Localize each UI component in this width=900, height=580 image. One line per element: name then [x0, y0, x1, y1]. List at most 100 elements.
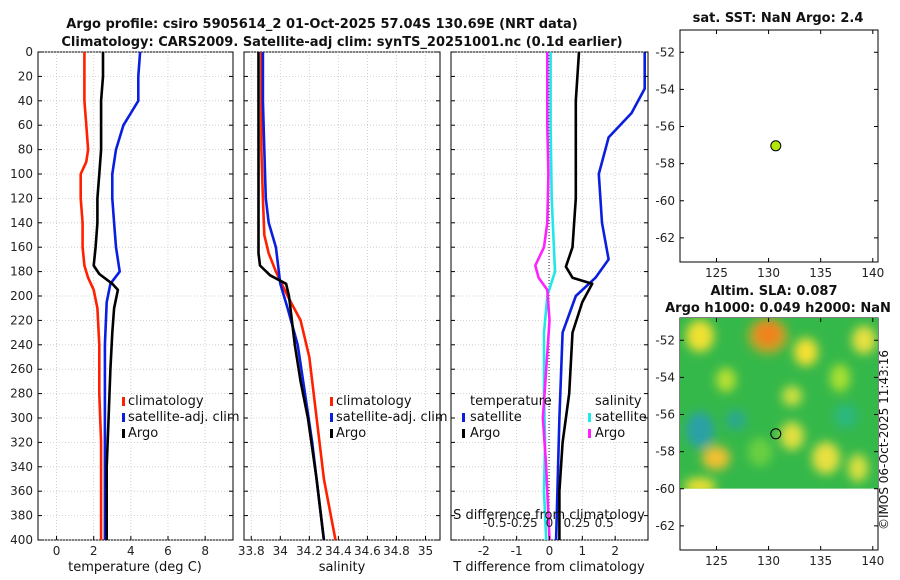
depth-tick-label: 320	[10, 435, 33, 449]
lat-tick-label: -56	[655, 408, 675, 422]
depth-tick-label: 180	[10, 265, 33, 279]
temperature-ticks: 0204060801001201401601802002202402602803…	[10, 45, 233, 558]
depth-tick-label: 120	[10, 191, 33, 205]
legend-label-satellite: satellite-adj. clim	[128, 410, 240, 425]
x-tick-label: 34	[273, 544, 288, 558]
sla-heatmap	[680, 318, 878, 489]
x-tick-label: 34.2	[296, 544, 323, 558]
x-tick-label: 0	[53, 544, 61, 558]
lon-tick-label: 135	[809, 554, 832, 568]
depth-tick-label: 340	[10, 460, 33, 474]
x-tick-label: 34.6	[354, 544, 381, 558]
legend-title-salinity: salinity	[595, 394, 642, 409]
legend-marker-climatology	[122, 397, 125, 406]
lon-tick-label: 125	[705, 554, 728, 568]
depth-tick-label: 100	[10, 167, 33, 181]
legend-marker-satellite	[122, 413, 125, 422]
sla-blob	[716, 368, 736, 392]
difference-top-xlabel: S difference from climatology	[453, 508, 645, 523]
depth-tick-label: 40	[18, 94, 33, 108]
legend-marker-climatology	[330, 397, 333, 406]
sla-map-ticks: -52 -54 -56 -58 -60 -62 125 130 135 140	[655, 318, 884, 568]
legend-label-t-argo: Argo	[470, 426, 500, 441]
difference-xlabel: T difference from climatology	[452, 560, 645, 575]
salinity-axes-box	[243, 51, 441, 541]
depth-tick-label: 380	[10, 509, 33, 523]
depth-tick-label: 60	[18, 118, 33, 132]
depth-tick-label: 80	[18, 143, 33, 157]
sla-argo-location-marker	[770, 428, 782, 440]
top-x-tick-label: -0.25	[507, 516, 538, 530]
sla-map-title-line1: Altim. SLA: 0.087	[711, 284, 838, 299]
lat-tick-label: -56	[655, 120, 675, 134]
lon-tick-label: 140	[861, 266, 884, 280]
depth-tick-label: 140	[10, 216, 33, 230]
series-line-climatology	[79, 52, 103, 540]
temperature-legend: climatology satellite-adj. clim Argo	[122, 394, 240, 441]
sla-blob	[782, 386, 802, 406]
imos-watermark: ©IMOS 06-Oct-2025 11:43:16	[877, 350, 891, 530]
x-tick-label: 0	[546, 544, 554, 558]
sla-blob	[812, 442, 840, 474]
sst-map-title: sat. SST: NaN Argo: 2.4	[693, 11, 864, 26]
legend-marker-s-satellite	[588, 413, 591, 422]
legend-label-climatology: climatology	[128, 394, 204, 409]
sla-blob	[780, 422, 804, 450]
lat-tick-label: -62	[655, 519, 675, 533]
x-tick-label: 2	[611, 544, 619, 558]
lon-tick-label: 135	[809, 266, 832, 280]
series-line-t-satellite	[554, 52, 647, 541]
lon-tick-label: 130	[757, 554, 780, 568]
x-tick-label: 4	[127, 544, 135, 558]
sla-blob	[794, 338, 818, 366]
legend-label-argo: Argo	[336, 426, 366, 441]
series-line-argo	[92, 52, 120, 540]
sla-blob	[848, 454, 868, 482]
sla-blob	[834, 404, 858, 428]
salinity-ticks: 33.8 34 34.2 34.4 34.6 34.8 35	[238, 51, 440, 558]
sst-map-ticks: -52 -54 -56 -58 -60 -62 125 130 135 140	[655, 30, 884, 280]
depth-tick-label: 160	[10, 240, 33, 254]
legend-marker-satellite	[330, 413, 333, 422]
x-tick-label: 33.8	[238, 544, 265, 558]
legend-label-climatology: climatology	[336, 394, 412, 409]
sla-blob	[726, 410, 746, 430]
x-tick-label: 34.8	[383, 544, 410, 558]
x-tick-label: -1	[511, 544, 523, 558]
salinity-xlabel: salinity	[319, 560, 366, 575]
legend-label-satellite: satellite-adj. clim	[336, 410, 448, 425]
lon-tick-label: 125	[705, 266, 728, 280]
temperature-xlabel: temperature (deg C)	[68, 560, 202, 575]
series-line-argo	[257, 52, 326, 541]
legend-label-t-satellite: satellite	[470, 410, 522, 425]
depth-tick-label: 220	[10, 313, 33, 327]
temperature-lines	[79, 51, 142, 540]
legend-marker-argo	[330, 429, 333, 438]
difference-ticks: -2 -1 0 1 2 -0.5 -0.25 0 0.25 0.5	[451, 51, 648, 558]
x-tick-label: 6	[164, 544, 172, 558]
sla-blob	[852, 326, 876, 354]
legend-marker-argo	[122, 429, 125, 438]
lat-tick-label: -58	[655, 157, 675, 171]
sla-blob	[702, 446, 730, 470]
depth-tick-label: 280	[10, 387, 33, 401]
salinity-profile-panel: 33.8 34 34.2 34.4 34.6 34.8 35 climatology sat…	[238, 51, 448, 575]
depth-tick-label: 0	[25, 45, 33, 59]
temperature-profile-panel: 0204060801001201401601802002202402602803…	[10, 45, 240, 575]
depth-tick-label: 240	[10, 338, 33, 352]
x-tick-label: 8	[201, 544, 209, 558]
lat-tick-label: -52	[655, 45, 675, 59]
legend-marker-t-argo	[462, 429, 465, 438]
lat-tick-label: -62	[655, 231, 675, 245]
difference-legend: temperature satellite Argo salinity sate…	[462, 394, 647, 441]
salinity-legend: climatology satellite-adj. clim Argo	[330, 394, 448, 441]
legend-label-s-argo: Argo	[595, 426, 625, 441]
depth-tick-label: 20	[18, 69, 33, 83]
depth-tick-label: 400	[10, 533, 33, 547]
sla-blob	[684, 478, 716, 489]
x-tick-label: 35	[418, 544, 433, 558]
legend-title-temperature: temperature	[470, 394, 552, 409]
sla-blob	[830, 364, 850, 392]
depth-tick-label: 360	[10, 484, 33, 498]
